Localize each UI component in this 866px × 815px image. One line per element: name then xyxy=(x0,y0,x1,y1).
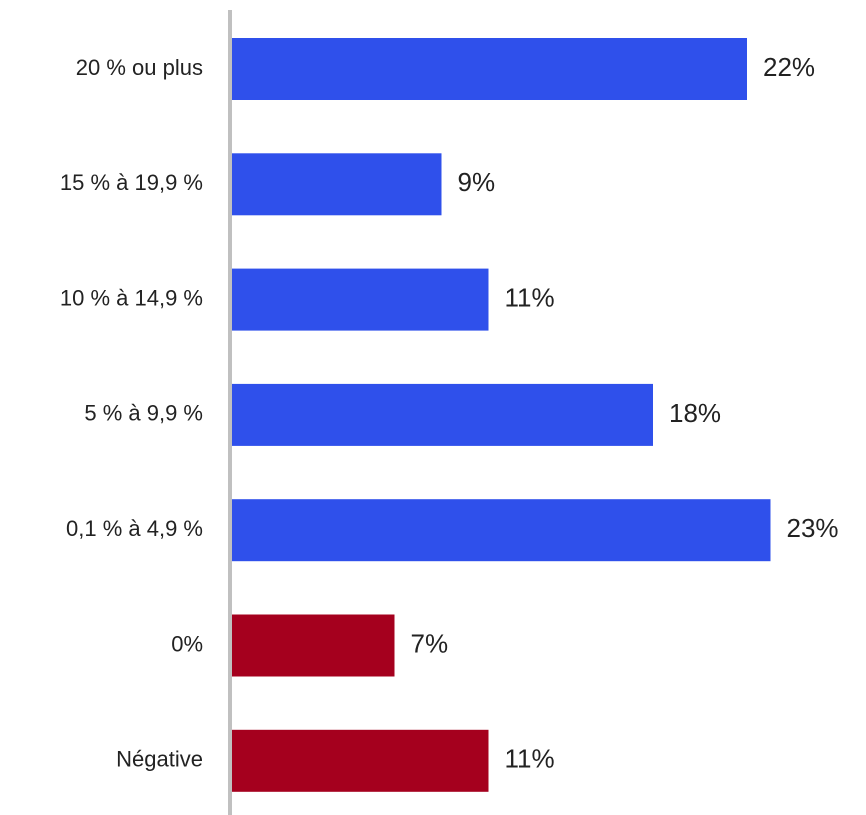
category-label: 15 % à 19,9 % xyxy=(60,170,203,195)
bar-negative xyxy=(230,729,489,792)
bar-10-a-14-9 xyxy=(230,268,489,331)
category-label: 0,1 % à 4,9 % xyxy=(66,516,203,541)
bar-20-ou-plus xyxy=(230,38,747,100)
value-label: 18% xyxy=(669,398,721,428)
value-label: 7% xyxy=(411,628,449,658)
value-label: 11% xyxy=(505,282,555,312)
category-label: 10 % à 14,9 % xyxy=(60,285,203,310)
bars-group xyxy=(230,38,771,792)
category-label: 20 % ou plus xyxy=(76,55,203,80)
bar-0-1-a-4-9 xyxy=(230,499,771,562)
bar-0 xyxy=(230,614,395,677)
bar-15-a-19-9 xyxy=(230,153,442,216)
category-labels-group: 20 % ou plus 15 % à 19,9 % 10 % à 14,9 % 5 … xyxy=(60,55,203,772)
category-label: 0% xyxy=(171,631,203,656)
category-label: Négative xyxy=(116,747,203,772)
value-label: 22% xyxy=(763,52,815,82)
bar-5-a-9-9 xyxy=(230,383,653,446)
value-label: 23% xyxy=(787,513,839,543)
category-label: 5 % à 9,9 % xyxy=(84,401,203,426)
value-labels-group: 22% 9% 11% 18% 23% 7% 11% xyxy=(411,52,839,774)
value-label: 9% xyxy=(458,167,496,197)
value-label: 11% xyxy=(505,744,555,774)
